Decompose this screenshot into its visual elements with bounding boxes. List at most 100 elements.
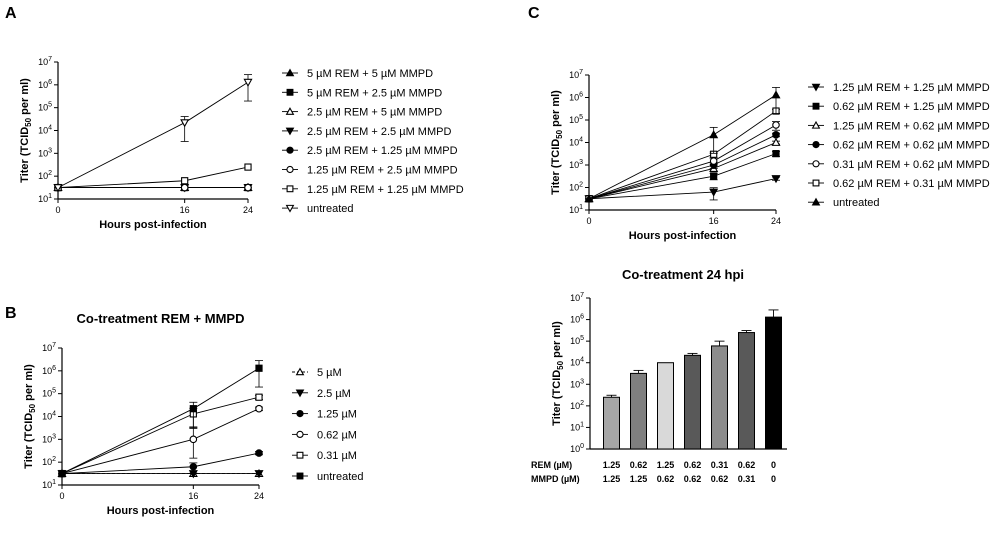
legend-marker [285, 204, 295, 213]
data-point [244, 183, 252, 192]
y-tick-label-B: 106 [42, 365, 56, 376]
y-tick-label-B: 104 [42, 411, 56, 422]
bar-group [684, 352, 701, 450]
legend-label: 2.5 µM REM + 1.25 µM MMPD [307, 145, 458, 157]
rem-value: 1.25 [603, 460, 621, 470]
legend-label: 0.62 µM REM + 0.62 µM MMPD [833, 140, 990, 152]
legend-marker [811, 83, 821, 92]
rem-value: 0 [771, 460, 776, 470]
bar [630, 372, 647, 450]
x-tick-label-B: 24 [254, 491, 264, 501]
series-line [61, 408, 260, 475]
y-tick-label-C: 101 [569, 204, 583, 215]
x-tick-label-A: 0 [55, 205, 60, 215]
y-tick-label-B: 102 [42, 456, 56, 467]
series-B-5 [58, 360, 263, 478]
legend-label: 5 µM REM + 5 µM MMPD [307, 68, 433, 80]
series-B-3 [58, 404, 263, 478]
panel-label-A: A [5, 5, 17, 22]
bar [657, 362, 674, 450]
legend-marker [286, 185, 294, 193]
bar-group [765, 309, 782, 450]
y-tick-label-C: 107 [569, 69, 583, 80]
bar-group [603, 394, 620, 450]
legend-marker [812, 179, 820, 187]
rem-value: 0.31 [711, 460, 729, 470]
legend-label: 2.5 µM [317, 388, 351, 400]
mmpd-value: 0.62 [711, 474, 729, 484]
legend-label: 1.25 µM REM + 0.62 µM MMPD [833, 120, 990, 132]
panel-title-B: Co-treatment REM + MMPD [77, 311, 245, 326]
data-point [255, 364, 263, 372]
legend-marker [295, 367, 305, 376]
mmpd-value: 0.62 [657, 474, 675, 484]
panel-B: B Co-treatment REM + MMPD 101 102 103 104 105 1… [5, 305, 363, 517]
x-tick-label-A: 24 [243, 205, 253, 215]
y-tick-label-C: 106 [569, 92, 583, 103]
series-line [57, 166, 249, 189]
bar-group [711, 340, 728, 450]
series-B-1 [57, 470, 264, 479]
data-point [771, 137, 781, 146]
y-tick-label-A: 104 [38, 125, 52, 136]
panel-D: Co-treatment 24 hpi 100 101 102 103 104 105 106… [531, 267, 787, 484]
series-line [588, 124, 777, 200]
panel-C: C 101 102 103 104 105 106 107 0 16 24 Hours post-in… [528, 5, 990, 242]
y-tick-label-B: 107 [42, 342, 56, 353]
legend-label: untreated [833, 197, 879, 209]
data-point [243, 78, 253, 87]
y-tick-label-D: 105 [570, 335, 584, 346]
panel-A: A 101 102 103 104 105 106 107 0 16 24 Hours post-in… [5, 5, 464, 231]
panel-label-C: C [528, 5, 540, 22]
x-tick-label-C: 0 [586, 216, 591, 226]
legend-marker [812, 160, 820, 168]
y-tick-label-A: 105 [38, 102, 52, 113]
y-tick-label-A: 101 [38, 193, 52, 204]
row-label-mmpd: MMPD (µM) [531, 474, 580, 484]
mmpd-value: 0 [771, 474, 776, 484]
series-A-7 [53, 74, 253, 193]
y-axis-title-A-wrap: Titer (TCID50 per ml) [19, 78, 33, 183]
y-tick-label-C: 102 [569, 182, 583, 193]
y-tick-label-D: 104 [570, 357, 584, 368]
data-point [709, 157, 718, 165]
bar [765, 316, 782, 450]
legend-marker [811, 197, 821, 206]
legend-label: 0.62 µM REM + 0.31 µM MMPD [833, 178, 990, 190]
x-tick-label-C: 24 [771, 216, 781, 226]
rem-value: 0.62 [738, 460, 756, 470]
legend-marker [286, 165, 294, 174]
y-tick-label-D: 101 [570, 421, 584, 432]
data-point [254, 470, 264, 479]
mmpd-value: 1.25 [630, 474, 648, 484]
series-C-0 [584, 175, 781, 204]
y-tick-label-C: 103 [569, 159, 583, 170]
legend-label: untreated [317, 471, 363, 483]
series-C-6 [584, 87, 781, 203]
legend-marker [296, 451, 304, 459]
rem-value: 1.25 [657, 460, 675, 470]
legend-label: 0.62 µM REM + 1.25 µM MMPD [833, 101, 990, 113]
y-tick-label-D: 102 [570, 400, 584, 411]
legend-marker [296, 430, 304, 439]
y-tick-label-A: 103 [38, 147, 52, 158]
data-point [255, 404, 263, 413]
y-tick-label-D: 100 [570, 443, 584, 454]
x-axis-title-A: Hours post-infection [99, 219, 207, 231]
legend-marker [295, 389, 305, 398]
legend-label: 1.25 µM REM + 2.5 µM MMPD [307, 165, 458, 177]
legend-label: 5 µM [317, 367, 342, 379]
y-tick-label-B: 103 [42, 433, 56, 444]
mmpd-value: 1.25 [603, 474, 621, 484]
bar [738, 332, 755, 450]
data-point [772, 150, 780, 158]
legend-label: 0.62 µM [317, 429, 357, 441]
mmpd-value: 0.31 [738, 474, 756, 484]
legend-marker [285, 107, 295, 115]
series-line [61, 452, 260, 475]
data-point [244, 163, 252, 171]
legend-marker [296, 409, 304, 418]
data-point [189, 405, 197, 413]
series-line [61, 367, 260, 474]
